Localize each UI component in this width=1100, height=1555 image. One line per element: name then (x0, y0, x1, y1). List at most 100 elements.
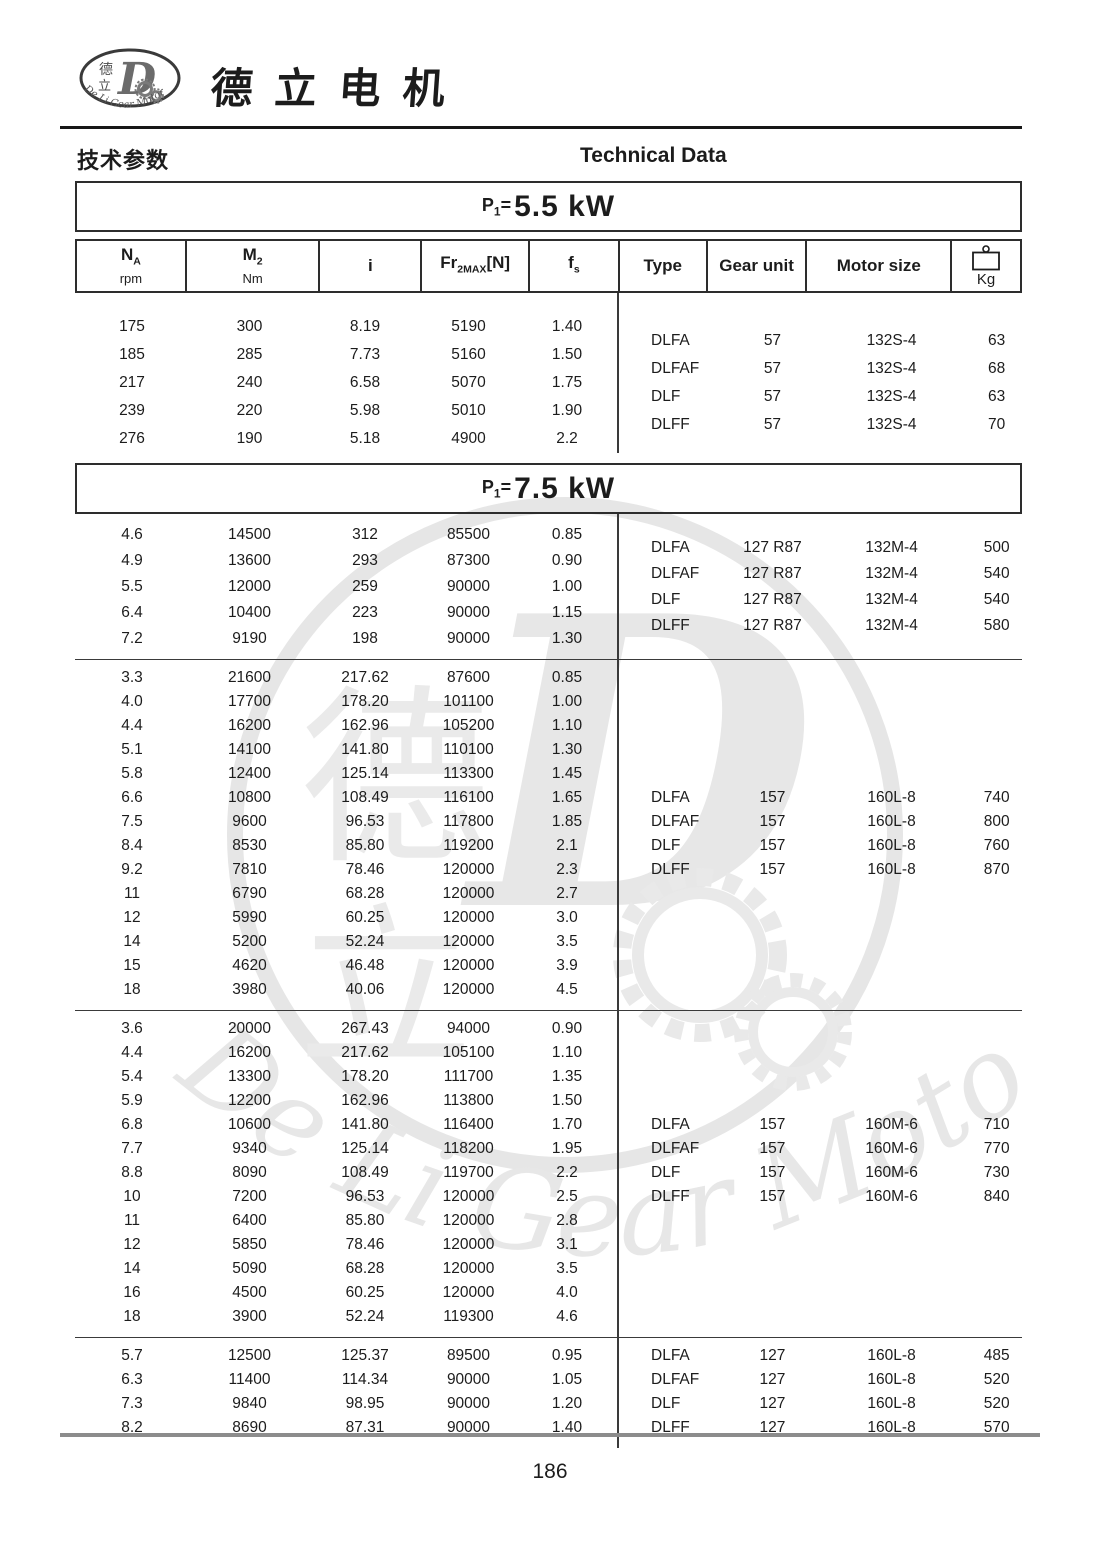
model-cell: 485 (983, 1347, 1010, 1364)
model-cell: DLFA (651, 539, 690, 556)
spec-cell: 40.06 (345, 981, 385, 998)
model-cell: 132M-4 (865, 591, 918, 608)
column-symbol: M2 (242, 245, 263, 268)
spec-cell: 293 (352, 552, 378, 569)
spec-cell: 5.4 (121, 1068, 143, 1085)
spec-cell: 120000 (442, 933, 495, 950)
spec-cell: 6.58 (349, 374, 381, 391)
model-cell: 157 (759, 861, 786, 878)
spec-cell: 3.0 (556, 909, 578, 926)
spec-cell: 16200 (227, 1044, 272, 1061)
spec-cell: 3.6 (121, 1020, 143, 1037)
spec-cell: 4.0 (121, 693, 143, 710)
spec-cell: 267.43 (341, 1020, 389, 1037)
column-header-motor-size: Motor size (805, 241, 950, 291)
model-row: DLFA 157 160M-6 710 (651, 1113, 1020, 1137)
model-row: DLFF 157 160L-8 870 (651, 858, 1020, 882)
column-symbol: NA (120, 245, 141, 268)
page-title-en: Technical Data (580, 144, 727, 167)
spec-cell: 90000 (446, 578, 491, 595)
column-header-type: Type (617, 241, 706, 291)
model-cell: 127 (759, 1347, 786, 1364)
page-header: 德 立 D De Li Gear Motor 德立电机 (0, 0, 1100, 124)
spec-cell: 5010 (451, 402, 486, 419)
spec-cell: 4.9 (121, 552, 143, 569)
spec-row: 217 240 6.58 5070 1.75 (75, 369, 617, 397)
spec-cell: 9190 (232, 630, 267, 647)
spec-cell: 4.6 (121, 526, 143, 543)
spec-cell: 2.1 (556, 837, 578, 854)
spec-cell: 11400 (228, 1371, 271, 1388)
model-row: DLF 57 132S-4 63 (651, 383, 1020, 411)
spec-cell: 3.5 (556, 1260, 578, 1277)
spec-cell: 90000 (446, 630, 491, 647)
spec-cell: 110100 (443, 741, 494, 758)
model-cell: 157 (759, 1164, 786, 1181)
model-cell: 160M-6 (865, 1116, 918, 1133)
spec-cell: 1.40 (551, 1419, 583, 1436)
model-cell: 160L-8 (867, 1371, 916, 1388)
weight-icon (972, 244, 1000, 270)
model-cell: DLF (651, 1164, 681, 1181)
spec-row: 6.8 10600 141.80 116400 1.70 (75, 1113, 617, 1137)
model-cell: DLFF (651, 1419, 690, 1436)
spec-cell: 6400 (232, 1212, 267, 1229)
spec-row: 14 5200 52.24 120000 3.5 (75, 930, 617, 954)
column-unit: rpm (119, 270, 143, 286)
spec-cell: 6.4 (121, 604, 143, 621)
spec-cell: 185 (119, 346, 145, 363)
spec-cell: 5990 (232, 909, 267, 926)
spec-cell: 3.3 (121, 669, 143, 686)
spec-cell: 5.7 (121, 1347, 143, 1364)
spec-cell: 90000 (446, 604, 491, 621)
spec-cell: 1.75 (551, 374, 583, 391)
model-cell: 160L-8 (867, 813, 916, 830)
model-cell: 63 (988, 332, 1006, 349)
spec-cell: 6.8 (121, 1116, 143, 1133)
spec-cell: 162.96 (341, 717, 389, 734)
spec-cell: 2.7 (556, 885, 578, 902)
model-cell: DLFAF (651, 1371, 700, 1388)
spec-cell: 120000 (442, 909, 495, 926)
spec-cell: 13600 (227, 552, 272, 569)
spec-cell: 8.4 (121, 837, 143, 854)
model-cell: 132M-4 (865, 617, 918, 634)
model-cell: 70 (988, 416, 1006, 433)
spec-cell: 125.37 (341, 1347, 389, 1364)
spec-row: 4.0 17700 178.20 101100 1.00 (75, 690, 617, 714)
column-header-gear-unit: Gear unit (705, 241, 806, 291)
model-row: DLFA 127 R87 132M-4 500 (651, 535, 1020, 561)
model-row: DLFAF 157 160M-6 770 (651, 1137, 1020, 1161)
spec-cell: 108.49 (341, 789, 389, 806)
model-cell: DLFA (651, 789, 690, 806)
spec-row: 4.9 13600 293 87300 0.90 (75, 548, 617, 574)
spec-cell: 120000 (442, 1284, 495, 1301)
spec-cell: 10 (123, 1188, 141, 1205)
spec-cell: 1.50 (551, 346, 583, 363)
spec-cell: 220 (236, 402, 263, 419)
spec-cell: 1.10 (551, 1044, 583, 1061)
spec-cell: 300 (236, 318, 263, 335)
model-cell: 132M-4 (865, 539, 918, 556)
spec-columns: 3.3 21600 217.62 87600 0.85 4.0 17700 178.20 101… (75, 666, 617, 1002)
column-unit: Nm (242, 270, 263, 286)
model-cell: 160L-8 (867, 1395, 916, 1412)
spec-row: 11 6400 85.80 120000 2.8 (75, 1209, 617, 1233)
model-cell: 160L-8 (867, 837, 916, 854)
spec-row: 5.4 13300 178.20 111700 1.35 (75, 1065, 617, 1089)
column-header-na: NA rpm (77, 241, 185, 291)
spec-cell: 1.15 (551, 604, 583, 621)
spec-cell: 175 (119, 318, 145, 335)
spec-cell: 87.31 (345, 1419, 385, 1436)
spec-cell: 4.4 (121, 717, 143, 734)
model-cell: 57 (763, 388, 782, 405)
spec-cell: 8.19 (349, 318, 381, 335)
spec-cell: 120000 (442, 1212, 495, 1229)
column-label: Kg (976, 270, 996, 288)
spec-cell: 120000 (442, 957, 495, 974)
model-cell: 500 (983, 539, 1010, 556)
model-cell: DLFF (651, 861, 690, 878)
column-header-fr2max: Fr2MAX[N] (420, 241, 528, 291)
spec-cell: 113800 (443, 1092, 494, 1109)
model-cell: 157 (759, 813, 786, 830)
